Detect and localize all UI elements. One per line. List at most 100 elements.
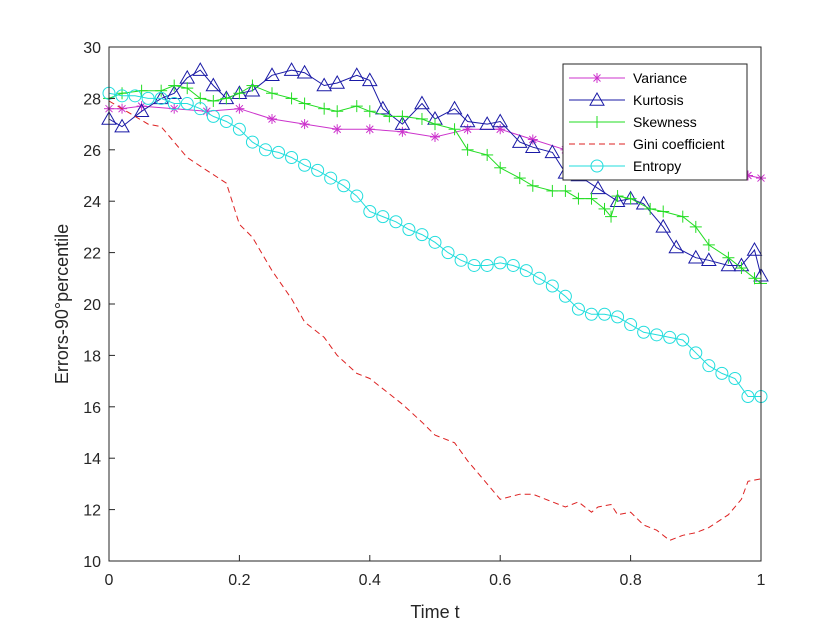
legend-item-kurtosis: Kurtosis xyxy=(569,91,684,108)
entropy-point xyxy=(715,366,729,380)
entropy-point xyxy=(663,330,677,344)
series-gini-coefficient xyxy=(108,100,762,541)
entropy-point xyxy=(558,289,572,303)
skewness-point xyxy=(383,110,396,123)
skewness-point xyxy=(605,210,618,223)
entropy-point xyxy=(611,310,625,324)
entropy-point xyxy=(689,346,703,360)
y-tick-label: 16 xyxy=(83,400,101,417)
skewness-point xyxy=(689,220,702,233)
x-tick-label: 0.6 xyxy=(489,572,511,589)
x-tick-label: 0 xyxy=(105,572,114,589)
skewness-point xyxy=(624,192,637,205)
kurtosis-point xyxy=(700,252,717,267)
series-entropy xyxy=(102,86,768,404)
entropy-point xyxy=(141,91,155,105)
entropy-point xyxy=(493,256,507,270)
entropy-point xyxy=(206,109,220,123)
legend-marker-variance xyxy=(592,73,602,83)
kurtosis-point xyxy=(374,100,391,115)
kurtosis-point xyxy=(746,242,763,256)
kurtosis-point xyxy=(459,113,476,128)
entropy-point xyxy=(506,258,520,272)
y-tick-label: 18 xyxy=(83,348,101,365)
legend-marker-kurtosis xyxy=(589,91,605,106)
kurtosis-point xyxy=(668,239,685,254)
x-axis-ticks: 0 0.2 0.4 0.6 0.8 1 xyxy=(105,555,766,589)
kurtosis-point xyxy=(720,257,737,272)
entropy-point xyxy=(337,179,351,193)
y-tick-label: 28 xyxy=(83,91,101,108)
y-tick-label: 10 xyxy=(83,554,101,571)
entropy-point xyxy=(219,115,233,129)
entropy-point xyxy=(676,333,690,347)
entropy-point xyxy=(350,189,364,203)
kurtosis-point xyxy=(244,82,261,97)
skewness-point xyxy=(298,97,311,110)
kurtosis-point xyxy=(687,249,704,264)
entropy-point xyxy=(584,307,598,321)
kurtosis-point xyxy=(316,77,333,92)
skewness-point xyxy=(207,94,220,107)
skewness-point xyxy=(155,84,168,97)
entropy-point xyxy=(376,210,390,224)
skewness-point xyxy=(331,105,344,118)
entropy-point xyxy=(728,372,742,386)
skewness-point xyxy=(676,210,689,223)
entropy-point xyxy=(311,163,325,177)
variance-point xyxy=(430,131,440,142)
y-tick-label: 20 xyxy=(83,297,101,314)
skewness-point xyxy=(546,184,559,197)
legend: Variance Kurtosis Skewness Gini coefficient… xyxy=(562,63,748,181)
skewness-point xyxy=(585,192,598,205)
skewness-point xyxy=(266,87,278,100)
variance-point xyxy=(267,113,277,124)
kurtosis-point xyxy=(479,116,496,130)
kurtosis-point xyxy=(205,77,222,92)
skewness-point xyxy=(748,272,761,285)
legend-marker-entropy xyxy=(590,159,604,173)
skewness-point xyxy=(722,251,735,264)
legend-marker-skewness xyxy=(591,116,603,128)
skewness-point xyxy=(644,202,657,215)
entropy-point xyxy=(363,204,377,218)
variance-point xyxy=(364,124,375,135)
entropy-point xyxy=(324,171,338,185)
x-tick-label: 0.8 xyxy=(619,572,641,589)
y-tick-label: 30 xyxy=(83,40,101,57)
kurtosis-point xyxy=(114,118,130,133)
legend-label-kurtosis: Kurtosis xyxy=(633,92,684,108)
entropy-point xyxy=(441,246,455,260)
entropy-point xyxy=(624,318,638,332)
variance-point xyxy=(397,126,408,137)
skewness-point xyxy=(513,172,526,185)
kurtosis-point xyxy=(296,64,313,79)
entropy-point xyxy=(272,145,286,159)
y-axis-ticks: 10 12 14 16 18 20 22 24 26 28 30 xyxy=(83,40,115,571)
kurtosis-point xyxy=(492,113,509,128)
skewness-point xyxy=(220,92,233,105)
skewness-point xyxy=(285,92,298,105)
entropy-point xyxy=(285,151,299,165)
x-axis-title: Time t xyxy=(410,602,459,622)
skewness-point xyxy=(350,100,363,113)
y-tick-label: 24 xyxy=(83,194,101,211)
entropy-point xyxy=(650,328,664,342)
entropy-point xyxy=(180,97,194,111)
skewness-point xyxy=(318,102,331,115)
y-tick-label: 22 xyxy=(83,246,101,263)
x-tick-label: 0.4 xyxy=(359,572,381,589)
entropy-point xyxy=(702,359,716,373)
skewness-point xyxy=(448,123,461,136)
kurtosis-point xyxy=(394,116,411,130)
skewness-point xyxy=(429,118,441,131)
legend-item-gini-coefficient: Gini coefficient xyxy=(569,136,725,152)
entropy-point xyxy=(571,302,585,316)
legend-item-entropy: Entropy xyxy=(569,158,681,174)
kurtosis-point xyxy=(348,67,365,82)
kurtosis-point xyxy=(361,72,378,87)
y-axis-title: Errors-90°percentile xyxy=(52,224,72,384)
entropy-point xyxy=(545,279,559,293)
skewness-point xyxy=(246,79,259,92)
